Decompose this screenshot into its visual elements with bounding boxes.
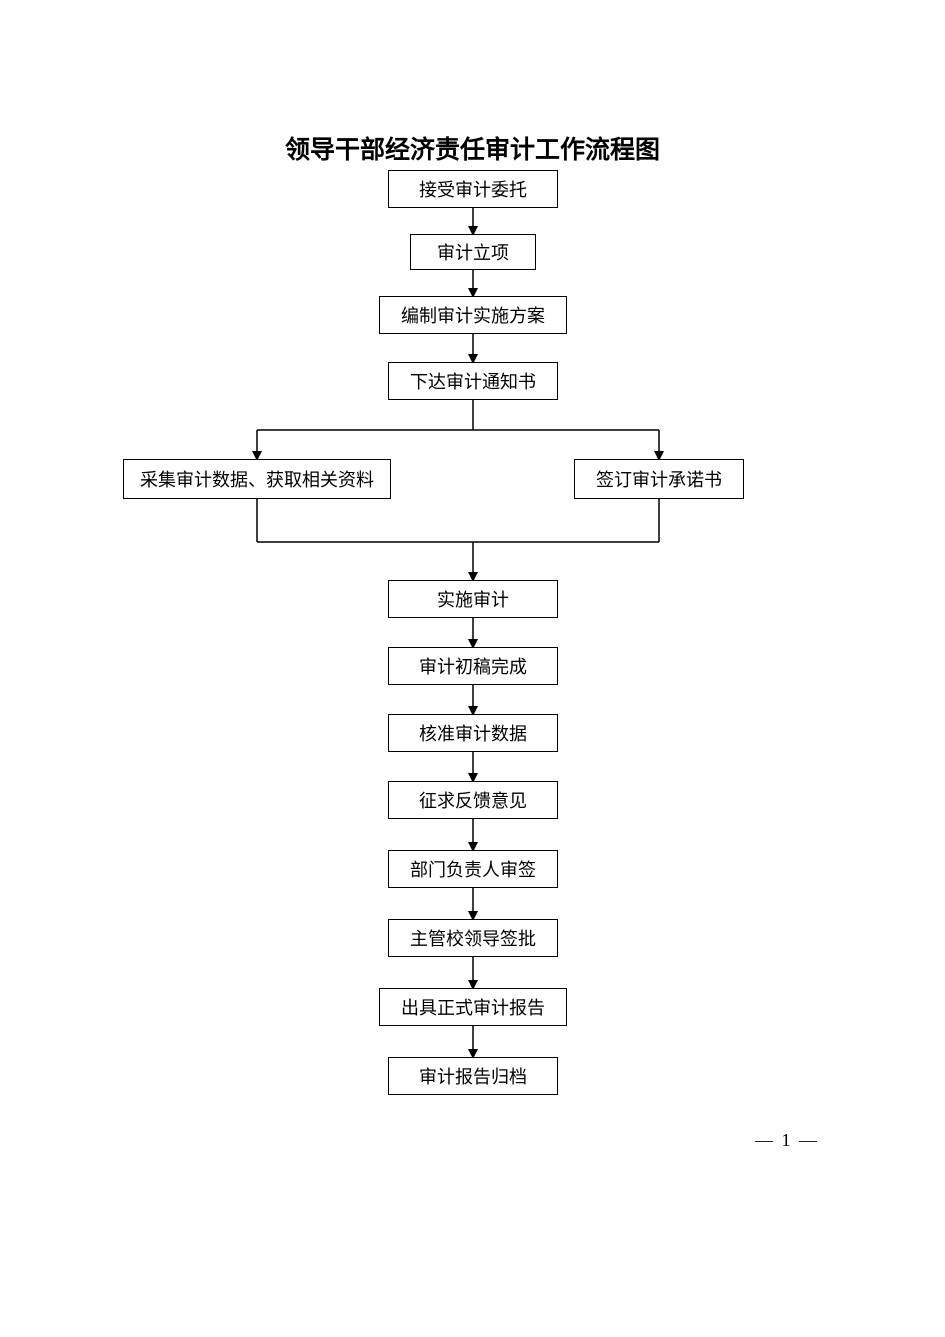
flow-node-n12: 出具正式审计报告 xyxy=(379,988,567,1026)
flow-node-n5b: 签订审计承诺书 xyxy=(574,459,744,499)
flow-node-n9: 征求反馈意见 xyxy=(388,781,558,819)
flow-node-n2: 审计立项 xyxy=(410,234,536,270)
flow-node-n5a: 采集审计数据、获取相关资料 xyxy=(123,459,391,499)
flow-node-n13: 审计报告归档 xyxy=(388,1057,558,1095)
flow-node-n3: 编制审计实施方案 xyxy=(379,296,567,334)
flow-node-n4: 下达审计通知书 xyxy=(388,362,558,400)
page-root: 领导干部经济责任审计工作流程图 — 1 — 接受审计委托审计立项编制审计实施方案… xyxy=(0,0,945,1337)
flow-node-n7: 审计初稿完成 xyxy=(388,647,558,685)
page-number: — 1 — xyxy=(755,1130,819,1151)
flowchart-title: 领导干部经济责任审计工作流程图 xyxy=(0,130,945,166)
flow-node-n6: 实施审计 xyxy=(388,580,558,618)
flow-node-n1: 接受审计委托 xyxy=(388,170,558,208)
flow-node-n8: 核准审计数据 xyxy=(388,714,558,752)
flow-node-n11: 主管校领导签批 xyxy=(388,919,558,957)
flow-node-n10: 部门负责人审签 xyxy=(388,850,558,888)
